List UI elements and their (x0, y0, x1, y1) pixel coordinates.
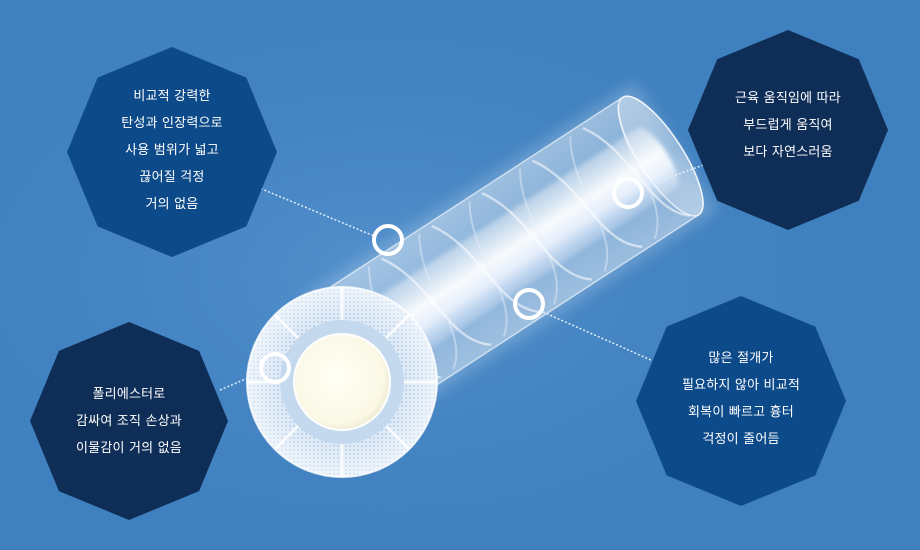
callout-line: 많은 절개가 (708, 351, 774, 366)
callout-line: 보다 자연스러움 (743, 144, 833, 160)
callout-line: 끊어질 걱정 (139, 169, 205, 185)
callout-text: 비교적 강력한 탄성과 인장력으로 사용 범위가 넓고 끊어질 걱정 거의 없음 (121, 83, 223, 218)
callout-line: 회복이 빠르고 흉터 (688, 405, 794, 420)
callout-line: 탄성과 인장력으로 (121, 115, 223, 131)
callout-line: 비교적 강력한 (133, 88, 211, 104)
callout-polyester: 폴리에스터로 감싸여 조직 손상과 이물감이 거의 없음 (30, 322, 228, 520)
callout-recovery: 많은 절개가 필요하지 않아 비교적 회복이 빠르고 흉터 걱정이 줄어듬 (636, 296, 846, 506)
callout-line: 폴리에스터로 (92, 386, 166, 402)
callout-text: 많은 절개가 필요하지 않아 비교적 회복이 빠르고 흉터 걱정이 줄어듬 (682, 345, 800, 453)
callout-line: 거의 없음 (145, 196, 199, 212)
callout-line: 근육 움직임에 따라 (735, 90, 841, 106)
callout-line: 걱정이 줄어듬 (702, 432, 780, 447)
octagon-shape (636, 296, 846, 506)
octagon-shape (67, 47, 277, 257)
callout-line: 감싸여 조직 손상과 (76, 413, 182, 429)
octagon-shape (688, 30, 888, 230)
connector-lines (219, 161, 713, 391)
cross-section (246, 286, 438, 478)
callout-elasticity: 비교적 강력한 탄성과 인장력으로 사용 범위가 넓고 끊어질 걱정 거의 없음 (67, 47, 277, 257)
callout-text: 폴리에스터로 감싸여 조직 손상과 이물감이 거의 없음 (76, 381, 182, 462)
marker-rings (259, 177, 644, 384)
callout-line: 사용 범위가 넓고 (125, 142, 219, 158)
callout-natural-movement: 근육 움직임에 따라 부드럽게 움직여 보다 자연스러움 (688, 30, 888, 230)
callout-line: 필요하지 않아 비교적 (681, 378, 801, 393)
callout-line: 이물감이 거의 없음 (76, 440, 182, 456)
octagon-shape (30, 322, 228, 520)
callout-text: 근육 움직임에 따라 부드럽게 움직여 보다 자연스러움 (735, 85, 841, 166)
callout-line: 부드럽게 움직여 (743, 117, 833, 133)
